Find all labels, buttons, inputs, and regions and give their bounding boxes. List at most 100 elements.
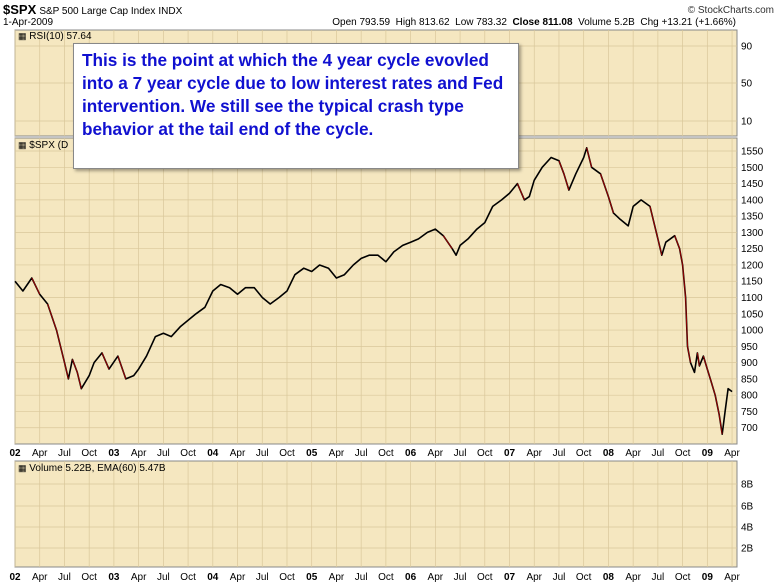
- rsi-y-tick-label: 50: [741, 79, 753, 90]
- x-tick-label-bottom: Apr: [526, 572, 542, 583]
- price-down-segment: [710, 382, 716, 396]
- price-label: ▦ $SPX (D: [18, 140, 68, 151]
- price-down-segment: [696, 352, 700, 366]
- x-tick-label: Oct: [576, 448, 592, 459]
- x-tick-label-bottom: Oct: [279, 572, 295, 583]
- price-down-segment: [687, 346, 691, 363]
- high-value: 813.62: [419, 17, 450, 28]
- price-down-segment: [600, 173, 609, 197]
- price-y-tick-label: 1200: [741, 260, 764, 271]
- x-tick-label-bottom: 07: [504, 572, 516, 583]
- x-tick-label-bottom: 09: [702, 572, 714, 583]
- annotation-callout: This is the point at which the 4 year cy…: [73, 43, 519, 169]
- x-tick-label-bottom: Jul: [355, 572, 368, 583]
- x-tick-label: Jul: [355, 448, 368, 459]
- price-down-segment: [442, 235, 453, 249]
- x-tick-label-bottom: Jul: [157, 572, 170, 583]
- x-tick-label: Jul: [651, 448, 664, 459]
- price-down-segment: [47, 303, 57, 331]
- x-tick-label: Apr: [625, 448, 641, 459]
- low-label: Low: [455, 17, 474, 28]
- price-down-segment: [117, 355, 127, 380]
- price-y-tick-label: 1100: [741, 293, 763, 304]
- volume-value: 5.2B: [614, 17, 635, 28]
- x-tick-label: Apr: [428, 448, 444, 459]
- x-tick-label: 09: [702, 448, 714, 459]
- x-tick-label: Jul: [256, 448, 269, 459]
- price-y-tick-label: 850: [741, 374, 758, 385]
- price-down-segment: [679, 248, 684, 266]
- price-y-tick-label: 900: [741, 358, 758, 369]
- price-y-tick-label: 700: [741, 423, 758, 434]
- price-line: [14, 147, 733, 435]
- x-tick-label-bottom: 05: [306, 572, 318, 583]
- price-down-segment: [718, 414, 723, 435]
- x-tick-label: Oct: [477, 448, 493, 459]
- x-tick-label-bottom: Oct: [675, 572, 691, 583]
- price-gridlines: [14, 138, 737, 444]
- open-label: Open: [332, 17, 357, 28]
- x-tick-label: 04: [207, 448, 219, 459]
- x-tick-label-bottom: 08: [603, 572, 615, 583]
- x-tick-label: Apr: [230, 448, 246, 459]
- price-y-tick-label: 750: [741, 407, 758, 418]
- rsi-legend-icon: ▦: [18, 31, 27, 41]
- x-tick-label: 03: [108, 448, 120, 459]
- price-y-tick-label: 1350: [741, 212, 764, 223]
- price-down-segment: [702, 355, 708, 370]
- chart-date: 1-Apr-2009: [3, 17, 54, 28]
- price-y-tick-label: 800: [741, 391, 758, 402]
- close-label: Close: [512, 17, 540, 28]
- x-tick-label-bottom: Apr: [230, 572, 246, 583]
- chg-label: Chg: [640, 17, 659, 28]
- x-tick-label: Jul: [553, 448, 566, 459]
- x-tick-label-bottom: Jul: [651, 572, 664, 583]
- x-tick-label-bottom: 03: [108, 572, 120, 583]
- x-tick-label: 08: [603, 448, 615, 459]
- x-tick-label: Jul: [454, 448, 467, 459]
- price-y-tick-label: 1300: [741, 228, 764, 239]
- header-title-row: $SPX S&P 500 Large Cap Index INDX: [3, 2, 182, 17]
- price-down-segment: [657, 238, 663, 256]
- price-down-segment: [64, 362, 69, 379]
- price-down-segment: [563, 173, 570, 191]
- price-down-segment: [586, 147, 593, 168]
- index-name: S&P 500 Large Cap Index: [39, 6, 156, 17]
- price-down-segment: [649, 206, 659, 240]
- x-tick-label-bottom: Apr: [329, 572, 345, 583]
- price-down-segment: [558, 160, 565, 174]
- low-value: 783.32: [476, 17, 507, 28]
- price-y-tick-label: 1150: [741, 277, 763, 288]
- rsi-label: ▦ RSI(10) 57.64: [18, 31, 92, 42]
- volume-x-axis-labels: 02 Apr Jul Oct 03 Apr Jul Oct 04 Apr Jul Oct 05 Apr Ju…: [9, 572, 740, 583]
- x-tick-label: 02: [9, 448, 21, 459]
- price-down-segment: [714, 395, 720, 415]
- price-y-tick-label: 1450: [741, 179, 764, 190]
- price-series: [14, 147, 733, 435]
- price-down-segment: [682, 264, 687, 298]
- x-tick-label-bottom: Apr: [724, 572, 740, 583]
- volume-gridlines: [14, 461, 737, 567]
- x-tick-label: Apr: [131, 448, 147, 459]
- stockcharts-brand[interactable]: © StockCharts.com: [687, 5, 774, 16]
- price-y-tick-label: 950: [741, 342, 758, 353]
- x-tick-label-bottom: Apr: [428, 572, 444, 583]
- price-label-text: $SPX (D: [29, 140, 69, 151]
- volume-y-tick-label: 6B: [741, 502, 754, 513]
- x-tick-label-bottom: Oct: [477, 572, 493, 583]
- price-down-segment: [685, 297, 688, 347]
- high-label: High: [395, 17, 417, 28]
- price-down-segment: [706, 368, 712, 383]
- x-tick-label-bottom: Apr: [32, 572, 48, 583]
- x-tick-label-bottom: Jul: [454, 572, 467, 583]
- volume-y-tick-label: 4B: [741, 523, 754, 534]
- price-y-tick-label: 1050: [741, 309, 764, 320]
- rsi-y-tick-label: 90: [741, 42, 753, 53]
- price-down-segment: [31, 277, 41, 295]
- x-tick-label: Apr: [32, 448, 48, 459]
- price-down-segment: [101, 352, 110, 370]
- price-y-ticks: 700 750 800 850 900 950 1000 1050 1100 1150 1200 12…: [741, 147, 764, 435]
- volume-y-tick-label: 8B: [741, 480, 754, 491]
- volume-label-text: Volume 5.22B, EMA(60) 5.47B: [29, 463, 166, 474]
- x-tick-label-bottom: Jul: [58, 572, 71, 583]
